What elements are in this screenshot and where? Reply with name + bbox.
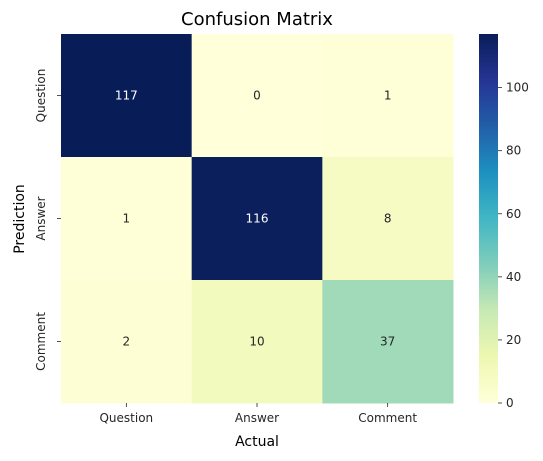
heatmap-cell	[191, 34, 323, 158]
heatmap-cell	[61, 34, 193, 158]
chart-title: Confusion Matrix	[181, 9, 333, 30]
heatmap-cell	[322, 157, 454, 281]
cell-value-label: 37	[380, 335, 395, 349]
colorbar-ticks: 0 20 40 60 80 100	[498, 81, 529, 410]
heatmap-cell	[61, 157, 193, 281]
y-tick-label: Question	[34, 69, 48, 123]
cell-value-label: 2	[123, 335, 131, 349]
colorbar-tick-label: 100	[506, 81, 529, 95]
cell-value-label: 0	[253, 89, 261, 103]
cell-value-label: 1	[384, 89, 392, 103]
cell-value-label: 1	[123, 212, 131, 226]
colorbar-tick-label: 60	[506, 207, 521, 221]
heatmap-cell	[322, 34, 454, 158]
colorbar	[479, 34, 498, 403]
cell-value-label: 116	[246, 212, 269, 226]
heatmap-cell	[322, 280, 454, 404]
colorbar-tick-label: 0	[506, 396, 514, 410]
cell-value-label: 117	[115, 89, 138, 103]
y-tick-label: Answer	[34, 196, 48, 240]
y-axis-ticks: Question Answer Comment	[34, 69, 61, 371]
x-tick-label: Question	[99, 411, 153, 425]
x-axis-label: Actual	[235, 434, 279, 450]
heatmap-cell	[191, 280, 323, 404]
y-tick-label: Comment	[34, 312, 48, 371]
heatmap-cell-labels: 117 0 1 1 116 8 2 10 37	[115, 89, 395, 349]
colorbar-tick-label: 40	[506, 270, 521, 284]
heatmap-cell	[61, 280, 193, 404]
x-axis-ticks: Question Answer Comment	[99, 403, 417, 425]
heatmap-cells	[61, 34, 454, 404]
heatmap-cell	[191, 157, 323, 281]
x-tick-label: Answer	[235, 411, 279, 425]
cell-value-label: 8	[384, 212, 392, 226]
cell-value-label: 10	[249, 335, 264, 349]
y-axis-label: Prediction	[12, 184, 28, 254]
colorbar-tick-label: 80	[506, 144, 521, 158]
colorbar-tick-label: 20	[506, 333, 521, 347]
x-tick-label: Comment	[358, 411, 417, 425]
